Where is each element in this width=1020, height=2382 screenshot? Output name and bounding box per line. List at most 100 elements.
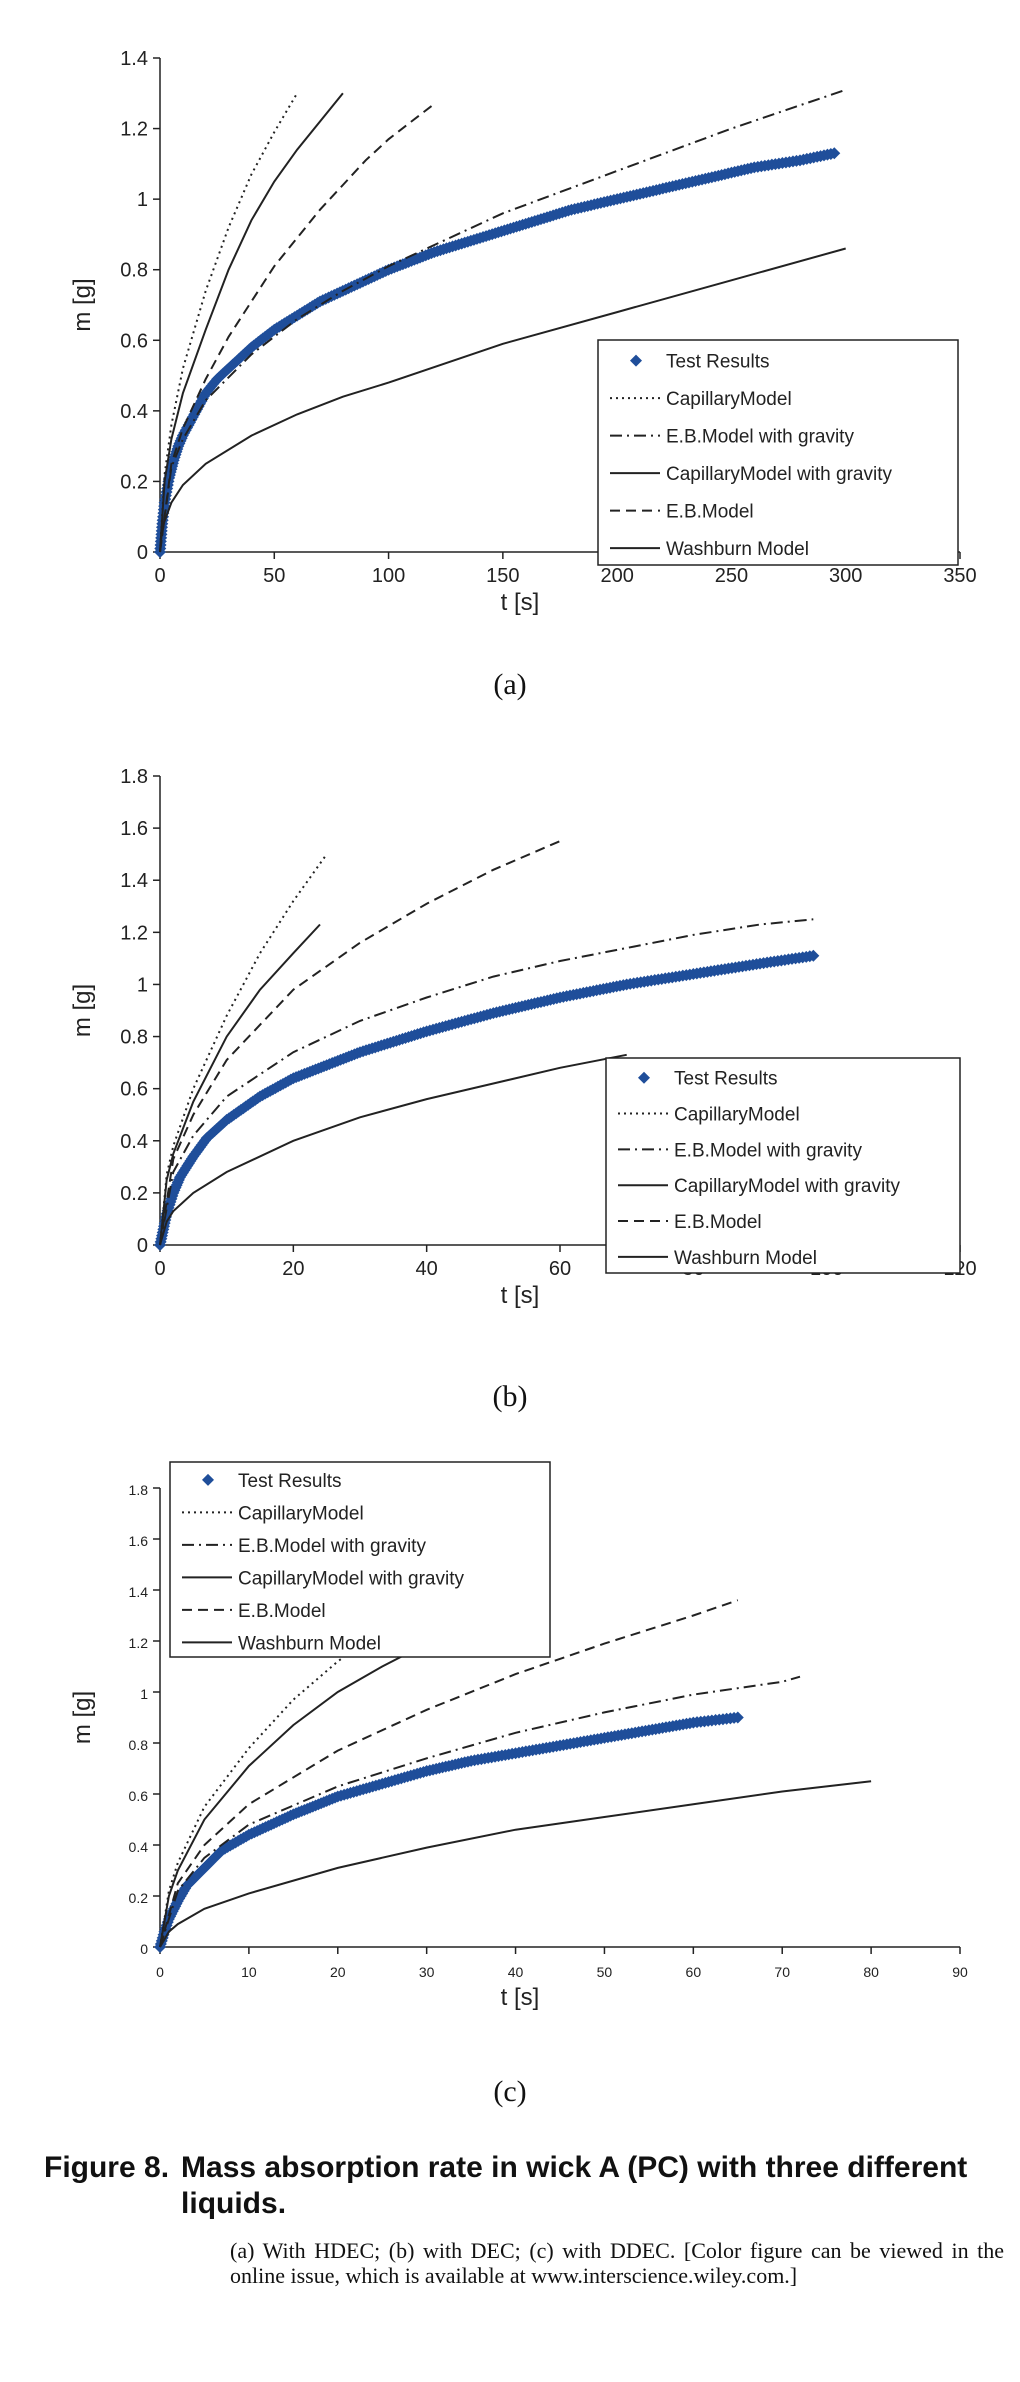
legend-marker-test-results xyxy=(202,1473,214,1486)
x-tick-label: 90 xyxy=(952,1964,968,1980)
series-line-capillarymodel xyxy=(159,853,328,1246)
x-tick-label: 60 xyxy=(549,1258,571,1280)
legend-marker-test-results xyxy=(630,354,642,367)
legend-entry-label: CapillaryModel with gravity xyxy=(666,464,892,485)
x-axis-label: t [s] xyxy=(501,1282,540,1309)
x-tick-label: 30 xyxy=(419,1964,435,1980)
y-tick-label: 1.6 xyxy=(129,1533,149,1549)
series-line-e-b-model xyxy=(159,103,435,553)
series-line-e-b-model-with-gravity xyxy=(159,918,814,1246)
series-line-e-b-model-with-gravity xyxy=(159,88,847,553)
figure-caption: Figure 8. Mass absorption rate in wick A… xyxy=(44,2150,1004,2288)
test-results-marker xyxy=(828,147,841,160)
chart-panel-b: 00.20.40.60.811.21.41.61.802040608010012… xyxy=(0,748,1020,1348)
series-line-e-b-model xyxy=(159,840,561,1246)
x-tick-label: 10 xyxy=(241,1964,257,1980)
series-line-washburn-model xyxy=(159,1053,627,1246)
x-tick-label: 0 xyxy=(156,1964,164,1980)
caption-title: Mass absorption rate in wick A (PC) with… xyxy=(181,2151,968,2220)
x-tick-label: 250 xyxy=(715,565,748,587)
legend-entry-label: E.B.Model with gravity xyxy=(674,1140,862,1161)
y-tick-label: 1.2 xyxy=(120,922,148,944)
legend-entry-label: Test Results xyxy=(238,1471,341,1492)
y-tick-label: 0.4 xyxy=(129,1839,149,1855)
legend-entry-label: CapillaryModel xyxy=(674,1105,800,1126)
x-tick-label: 50 xyxy=(597,1964,613,1980)
x-axis-label: t [s] xyxy=(501,1984,540,2011)
panel-label-b: (b) xyxy=(492,1380,528,1413)
legend-entry-label: Washburn Model xyxy=(666,539,809,560)
x-tick-label: 40 xyxy=(508,1964,524,1980)
caption-text: (a) With HDEC; (b) with DEC; (c) with DD… xyxy=(230,2238,1004,2288)
y-tick-label: 0.8 xyxy=(129,1737,149,1753)
x-tick-label: 150 xyxy=(486,565,519,587)
y-axis-label: m [g] xyxy=(69,1691,96,1744)
chart-panel-a: 0 0.2 0.4 0.6 0.8 1 1.2 1.4 0 50 100 150 200 250 300 35… xyxy=(0,30,1020,660)
chart-b-svg: 00.20.40.60.811.21.41.61.802040608010012… xyxy=(69,766,977,1309)
legend-entry-label: Test Results xyxy=(674,1069,777,1090)
legend-entry-label: Washburn Model xyxy=(238,1633,381,1654)
legend-marker-test-results xyxy=(638,1071,650,1084)
x-tick-label: 40 xyxy=(416,1258,438,1280)
legend-entry-label: CapillaryModel xyxy=(666,389,792,410)
y-tick-label: 1 xyxy=(137,189,148,211)
x-tick-label: 80 xyxy=(863,1964,879,1980)
series-line-washburn-model xyxy=(159,247,846,553)
x-tick-label: 20 xyxy=(330,1964,346,1980)
y-tick-label: 1.4 xyxy=(120,870,148,892)
series-line-washburn-model xyxy=(159,1780,872,1948)
y-tick-label: 1.8 xyxy=(129,1482,149,1498)
legend-box xyxy=(605,1057,961,1274)
x-tick-label: 0 xyxy=(154,1258,165,1280)
legend-entry-label: E.B.Model xyxy=(666,502,754,523)
y-tick-label: 0.6 xyxy=(120,330,148,352)
series-line-capillarymodel-with-gravity xyxy=(159,923,321,1246)
chart-panel-c: 0 0.2 0.4 0.6 0.8 1 1.2 1.4 1.6 1.8 0 10 20 30 40 50 60 7… xyxy=(0,1460,1020,2050)
legend-entry-label: CapillaryModel xyxy=(238,1503,364,1524)
y-tick-label: 0.4 xyxy=(120,401,148,423)
legend-entry-label: Test Results xyxy=(666,352,769,373)
chart-c-svg: 0 0.2 0.4 0.6 0.8 1 1.2 1.4 1.6 1.8 0 10 20 30 40 50 60 7… xyxy=(69,1461,968,2011)
y-tick-label: 0 xyxy=(137,1235,148,1257)
x-tick-label: 300 xyxy=(829,565,862,587)
y-tick-label: 1.6 xyxy=(120,818,148,840)
legend-entry-label: CapillaryModel with gravity xyxy=(674,1176,900,1197)
y-tick-label: 0.4 xyxy=(120,1131,148,1153)
x-tick-label: 70 xyxy=(774,1964,790,1980)
legend-entry-label: E.B.Model xyxy=(238,1601,326,1622)
series-line-capillarymodel-with-gravity xyxy=(159,1624,472,1948)
y-tick-label: 1 xyxy=(137,974,148,996)
legend-entry-label: E.B.Model xyxy=(674,1212,762,1233)
x-tick-label: 20 xyxy=(282,1258,304,1280)
x-tick-label: 200 xyxy=(600,565,633,587)
x-tick-label: 0 xyxy=(154,565,165,587)
y-tick-label: 0.8 xyxy=(120,1027,148,1049)
x-tick-label: 100 xyxy=(372,565,405,587)
legend-entry-label: Washburn Model xyxy=(674,1248,817,1269)
y-tick-label: 1.2 xyxy=(120,119,148,141)
y-tick-label: 1.4 xyxy=(129,1584,149,1600)
y-tick-label: 0.2 xyxy=(120,471,148,493)
y-tick-label: 1 xyxy=(140,1686,148,1702)
x-tick-label: 50 xyxy=(263,565,285,587)
y-tick-label: 1.2 xyxy=(129,1635,149,1651)
y-tick-label: 0.6 xyxy=(120,1079,148,1101)
y-tick-label: 0 xyxy=(140,1941,148,1957)
test-results-marker xyxy=(807,949,820,962)
y-tick-label: 1.4 xyxy=(120,48,148,70)
chart-a-svg: 0 0.2 0.4 0.6 0.8 1 1.2 1.4 0 50 100 150 200 250 300 35… xyxy=(69,48,977,616)
y-tick-label: 0.2 xyxy=(120,1183,148,1205)
y-tick-label: 0 xyxy=(137,542,148,564)
series-line-capillarymodel-with-gravity xyxy=(159,92,344,553)
series-line-capillarymodel xyxy=(159,1627,383,1948)
y-tick-label: 0.8 xyxy=(120,260,148,282)
y-tick-label: 0.6 xyxy=(129,1788,149,1804)
panel-label-c: (c) xyxy=(493,2075,527,2108)
series-line-e-b-model-with-gravity xyxy=(159,1675,801,1948)
panel-label-a: (a) xyxy=(493,668,527,701)
y-tick-label: 0.2 xyxy=(129,1890,149,1906)
y-tick-label: 1.8 xyxy=(120,766,148,788)
legend-box xyxy=(169,1461,551,1658)
test-results-marker xyxy=(731,1711,744,1724)
legend-entry-label: CapillaryModel with gravity xyxy=(238,1568,464,1589)
